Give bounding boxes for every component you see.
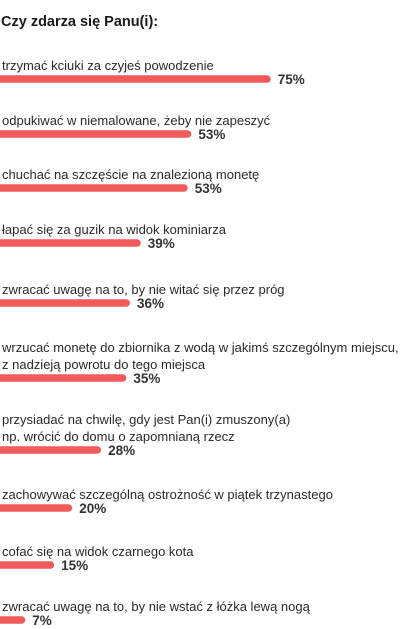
category-label: odpukiwać w niemalowane, żeby nie zapesz…	[2, 113, 271, 128]
category-label: z nadzieją powrotu do tego miejsca	[2, 357, 206, 372]
value-label: 20%	[79, 501, 106, 516]
bars-layer: trzymać kciuki za czyjeś powodzenie 75% od…	[0, 58, 399, 628]
bar	[0, 184, 188, 192]
bar-group: chuchać na szczęście na znalezioną monet…	[0, 167, 259, 196]
bar	[0, 446, 102, 454]
bar	[0, 504, 73, 512]
value-label: 53%	[198, 127, 225, 142]
bar	[0, 239, 141, 247]
bar	[0, 299, 130, 307]
bar-group: wrzucać monetę do zbiornika z wodą w jak…	[0, 340, 399, 386]
category-label: wrzucać monetę do zbiornika z wodą w jak…	[1, 340, 399, 355]
category-label: chuchać na szczęście na znalezioną monet…	[2, 167, 259, 182]
category-label: zachowywać szczególną ostrożność w piąte…	[2, 487, 333, 502]
category-label: przysiadać na chwilę, gdy jest Pan(i) zm…	[2, 412, 290, 427]
bar	[0, 616, 26, 624]
value-label: 36%	[137, 296, 164, 311]
category-label: cofać się na widok czarnego kota	[2, 544, 194, 559]
value-label: 15%	[61, 558, 88, 573]
bar	[0, 374, 127, 382]
value-label: 39%	[148, 236, 175, 251]
bar-group: zachowywać szczególną ostrożność w piąte…	[0, 487, 333, 516]
category-label: zwracać uwagę na to, by nie witać się pr…	[2, 282, 285, 297]
bar-group: zwracać uwagę na to, by nie witać się pr…	[0, 282, 285, 311]
value-label: 35%	[133, 371, 160, 386]
category-label: np. wrócić do domu o zapomnianą rzecz	[2, 429, 235, 444]
value-label: 28%	[108, 443, 135, 458]
bar-group: przysiadać na chwilę, gdy jest Pan(i) zm…	[0, 412, 290, 458]
value-label: 7%	[32, 613, 52, 628]
bar-group: trzymać kciuki za czyjeś powodzenie 75%	[0, 58, 305, 87]
category-label: łapać się za guzik na widok kominiarza	[2, 222, 227, 237]
bar	[0, 561, 55, 569]
bar-group: odpukiwać w niemalowane, żeby nie zapesz…	[0, 113, 271, 142]
bar	[0, 75, 271, 83]
category-label: trzymać kciuki za czyjeś powodzenie	[2, 58, 214, 73]
value-label: 53%	[195, 181, 222, 196]
value-label: 75%	[278, 72, 305, 87]
chart-title: Czy zdarza się Panu(i):	[1, 14, 159, 30]
bar-group: zwracać uwagę na to, by nie wstać z łóżk…	[0, 599, 311, 628]
category-label: zwracać uwagę na to, by nie wstać z łóżk…	[2, 599, 311, 614]
bar-group: łapać się za guzik na widok kominiarza39…	[0, 222, 227, 251]
bar	[0, 130, 192, 138]
